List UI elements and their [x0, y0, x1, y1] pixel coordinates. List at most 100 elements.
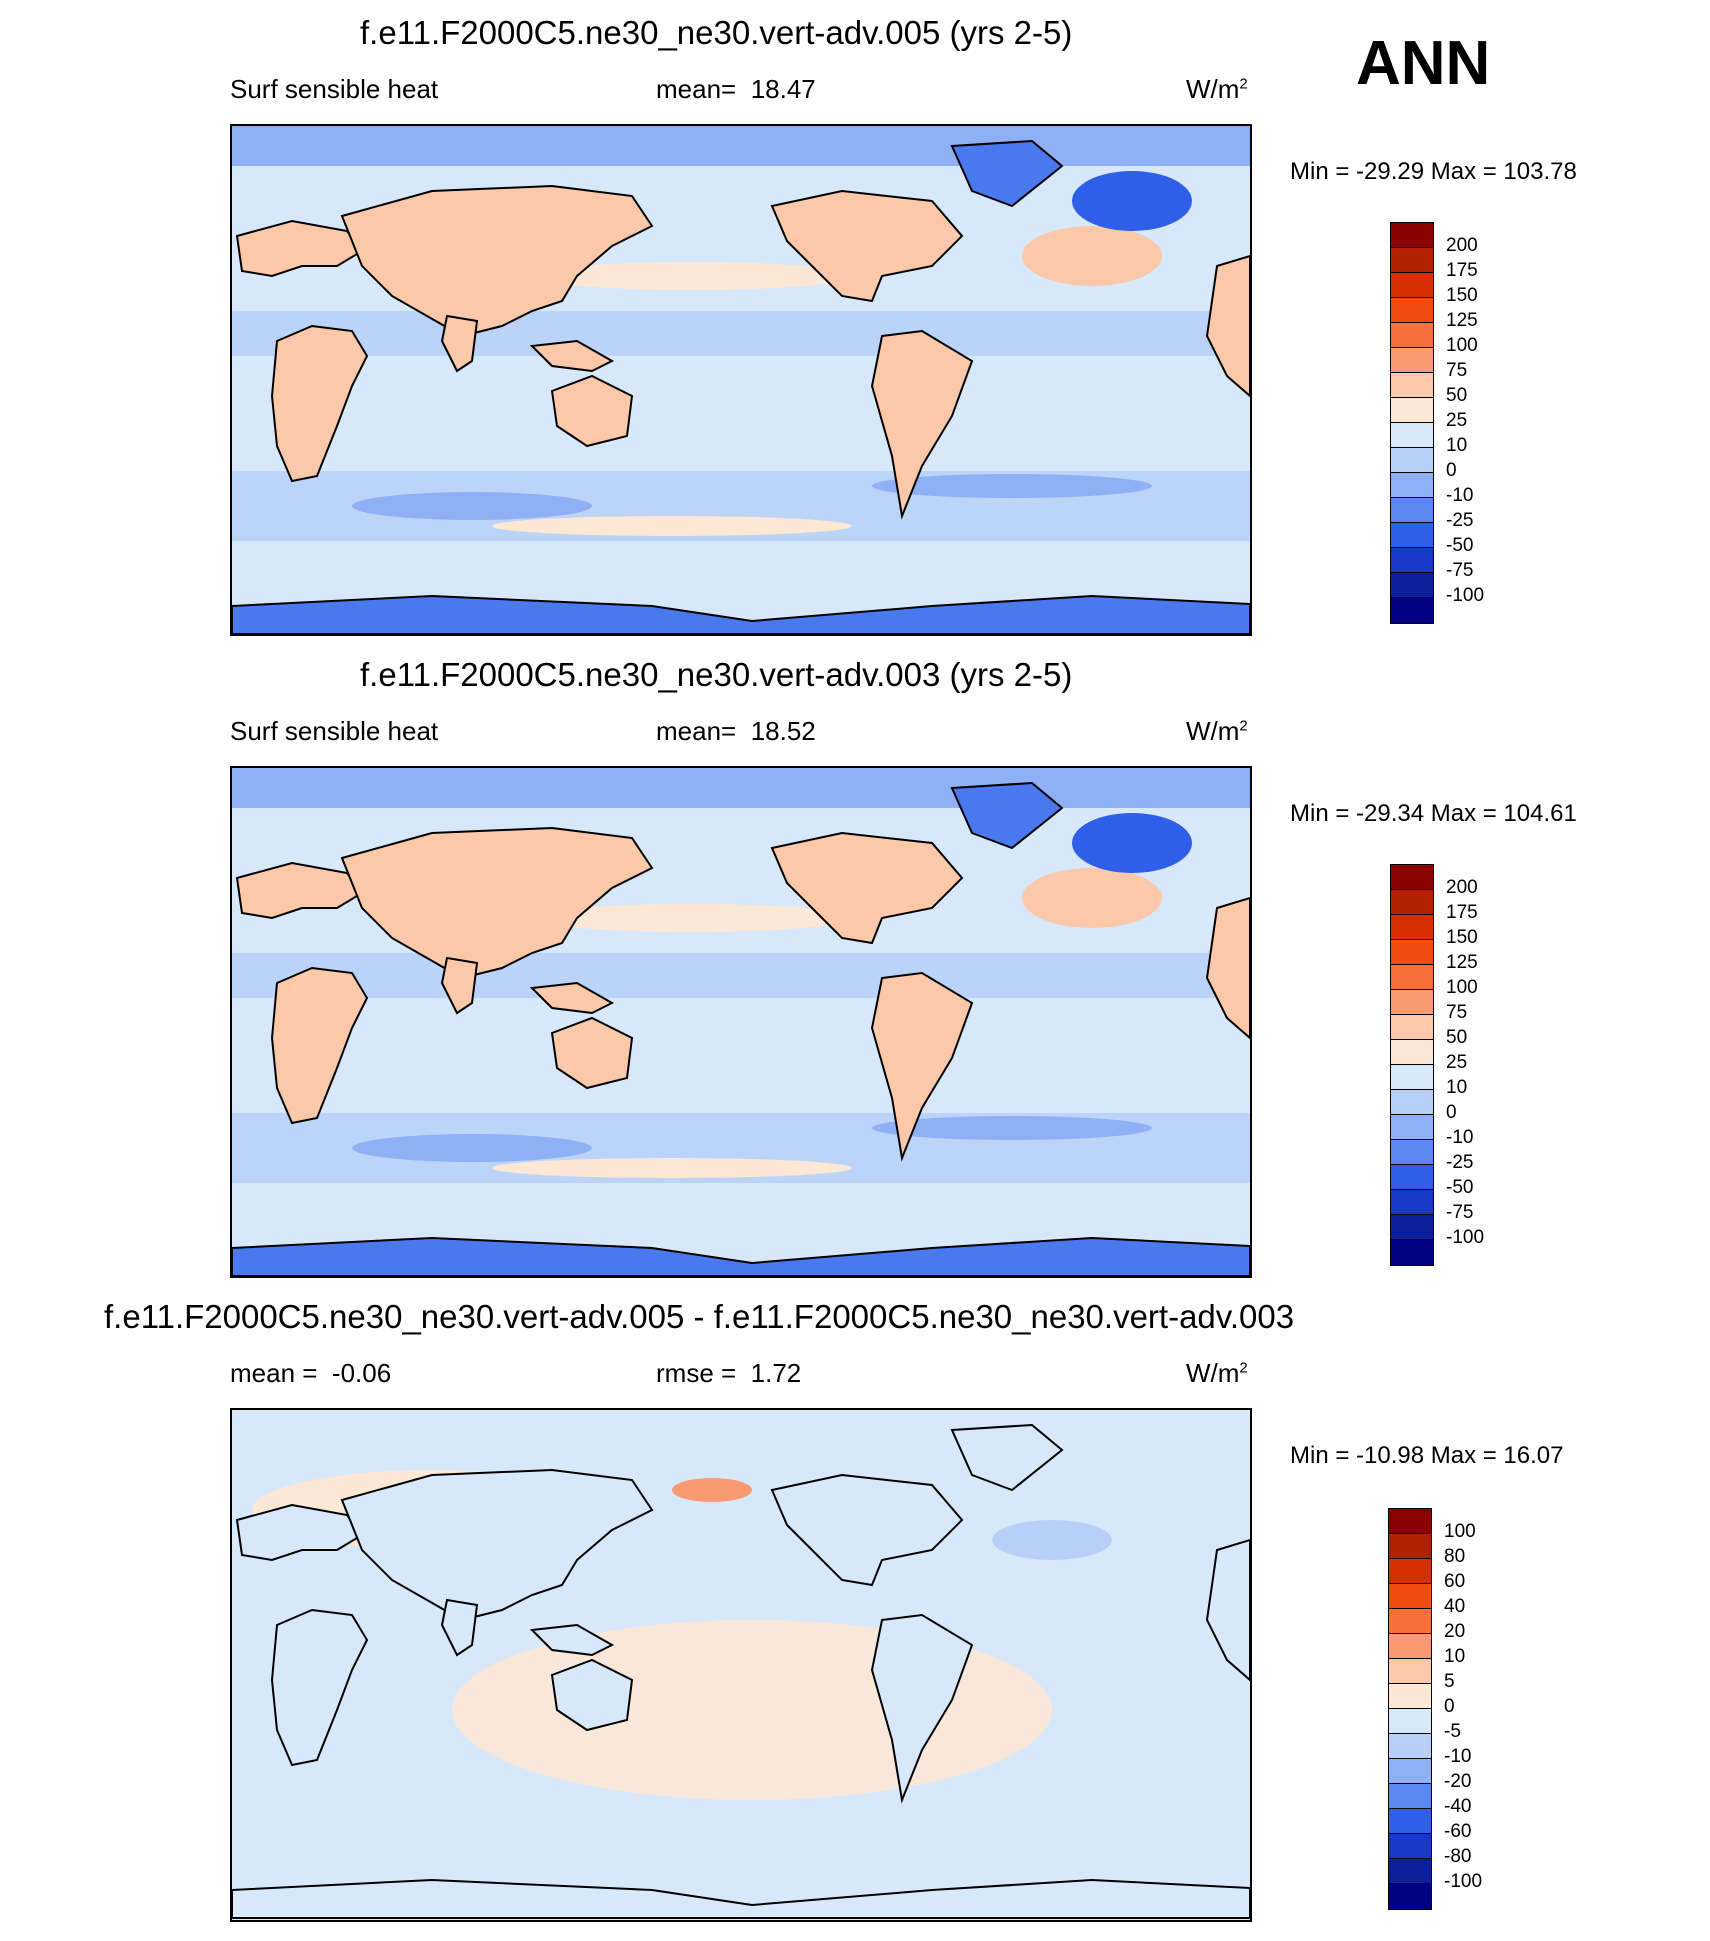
colorbar-swatch [1389, 1684, 1431, 1709]
colorbar-swatch [1389, 1584, 1431, 1609]
landmass [529, 339, 615, 373]
difference-panel-title: f.e11.F2000C5.ne30_ne30.vert-adv.005 - f… [104, 1298, 1295, 1335]
top-colorbar [1390, 222, 1434, 624]
landmass [232, 1236, 1250, 1276]
colorbar-swatch [1391, 348, 1433, 373]
landmass [770, 831, 964, 945]
colorbar-tick-label: 75 [1446, 1002, 1468, 1023]
colorbar-tick-label: 0 [1446, 460, 1457, 481]
colorbar-swatch [1391, 248, 1433, 273]
colorbar-tick-label: -10 [1446, 485, 1474, 506]
colorbar-swatch [1391, 498, 1433, 523]
storm-track [352, 1134, 592, 1162]
colorbar-swatch [1391, 1215, 1433, 1240]
kuroshio-band [532, 262, 852, 290]
colorbar-tick-label: -10 [1444, 1746, 1472, 1767]
colorbar-tick-label: 200 [1446, 235, 1478, 256]
colorbar-swatch [1391, 1240, 1433, 1265]
colorbar-tick-label: 150 [1446, 927, 1478, 948]
colorbar-swatch [1391, 223, 1433, 248]
colorbar-swatch [1389, 1859, 1431, 1884]
middle-panel-units-sup: 2 [1239, 717, 1248, 735]
colorbar-tick-label: 175 [1446, 902, 1478, 923]
landmass [232, 1878, 1250, 1919]
middle-map-svg [232, 768, 1250, 1276]
colorbar-swatch [1391, 598, 1433, 623]
colorbar-tick-label: -75 [1446, 1202, 1474, 1223]
colorbar-swatch [1391, 1140, 1433, 1165]
difference-panel-mean: mean = -0.06 [230, 1358, 391, 1389]
middle-panel-min-max: Min = -29.34 Max = 104.61 [1290, 800, 1577, 827]
colorbar-tick-label: -20 [1444, 1771, 1472, 1792]
colorbar-swatch [1391, 548, 1433, 573]
colorbar-tick-label: 125 [1446, 310, 1478, 331]
top-panel-units: W/m2 [1186, 74, 1248, 105]
colorbar-tick-label: 60 [1444, 1571, 1466, 1592]
landmass [529, 1623, 615, 1657]
colorbar-swatch [1391, 1015, 1433, 1040]
colorbar-swatch [1391, 273, 1433, 298]
colorbar-tick-label: -100 [1446, 1227, 1485, 1248]
colorbar-swatch [1391, 298, 1433, 323]
landmass [270, 324, 369, 483]
difference-units-sup: 2 [1239, 1359, 1248, 1377]
landmass [950, 139, 1064, 208]
colorbar-swatch [1391, 1090, 1433, 1115]
colorbar-tick-label: 10 [1446, 435, 1468, 456]
colorbar-tick-label: 175 [1446, 260, 1478, 281]
colorbar-tick-label: -80 [1444, 1846, 1472, 1867]
colorbar-tick-label: 100 [1444, 1521, 1476, 1542]
landmass [270, 966, 369, 1125]
landmass [235, 1503, 364, 1562]
landmass [770, 1473, 964, 1587]
tropical-band [232, 311, 1250, 356]
landmass [440, 314, 479, 373]
colorbar-swatch [1391, 323, 1433, 348]
difference-panel-min-max: Min = -10.98 Max = 16.07 [1290, 1442, 1564, 1469]
colorbar-tick-label: 80 [1444, 1546, 1466, 1567]
difference-map-svg [232, 1410, 1250, 1920]
tropical-band [232, 953, 1250, 998]
middle-panel-variable-label: Surf sensible heat [230, 716, 439, 746]
kuroshio-band [532, 904, 852, 932]
southern-warm-band [492, 1158, 852, 1178]
southern-warm-band [492, 516, 852, 536]
diff-cool-patch [992, 1520, 1112, 1560]
difference-units-text: W/m [1186, 1358, 1240, 1388]
colorbar-tick-label: 150 [1446, 285, 1478, 306]
difference-panel-map [230, 1408, 1252, 1922]
colorbar-swatch [1391, 890, 1433, 915]
colorbar-swatch [1389, 1534, 1431, 1559]
landmass [440, 956, 479, 1015]
middle-colorbar [1390, 864, 1434, 1266]
landmass [870, 329, 974, 520]
landmass [270, 1608, 369, 1767]
landmass [550, 374, 634, 448]
difference-mean-label: mean = [230, 1358, 318, 1388]
colorbar-swatch [1389, 1784, 1431, 1809]
landmass [870, 971, 974, 1162]
colorbar-swatch [1391, 573, 1433, 598]
landmass [340, 826, 654, 980]
colorbar-swatch [1391, 915, 1433, 940]
landmass [529, 981, 615, 1015]
colorbar-swatch [1389, 1509, 1431, 1534]
colorbar-swatch [1391, 1115, 1433, 1140]
colorbar-swatch [1389, 1809, 1431, 1834]
gulf-stream [1022, 226, 1162, 286]
top-panel-mean: mean= 18.47 [656, 74, 816, 105]
colorbar-swatch [1391, 398, 1433, 423]
landmass [550, 1016, 634, 1090]
colorbar-swatch [1389, 1734, 1431, 1759]
top-panel-units-sup: 2 [1239, 75, 1248, 93]
colorbar-tick-label: 200 [1446, 877, 1478, 898]
colorbar-tick-label: 25 [1446, 1052, 1468, 1073]
colorbar-tick-label: -40 [1444, 1796, 1472, 1817]
top-panel-title: f.e11.F2000C5.ne30_ne30.vert-adv.005 (yr… [360, 14, 1073, 51]
colorbar-swatch [1389, 1759, 1431, 1784]
top-panel-min-max: Min = -29.29 Max = 103.78 [1290, 158, 1577, 185]
colorbar-tick-label: -75 [1446, 560, 1474, 581]
greenland-ice [1072, 813, 1192, 873]
colorbar-tick-label: -100 [1446, 585, 1485, 606]
colorbar-swatch [1391, 1190, 1433, 1215]
